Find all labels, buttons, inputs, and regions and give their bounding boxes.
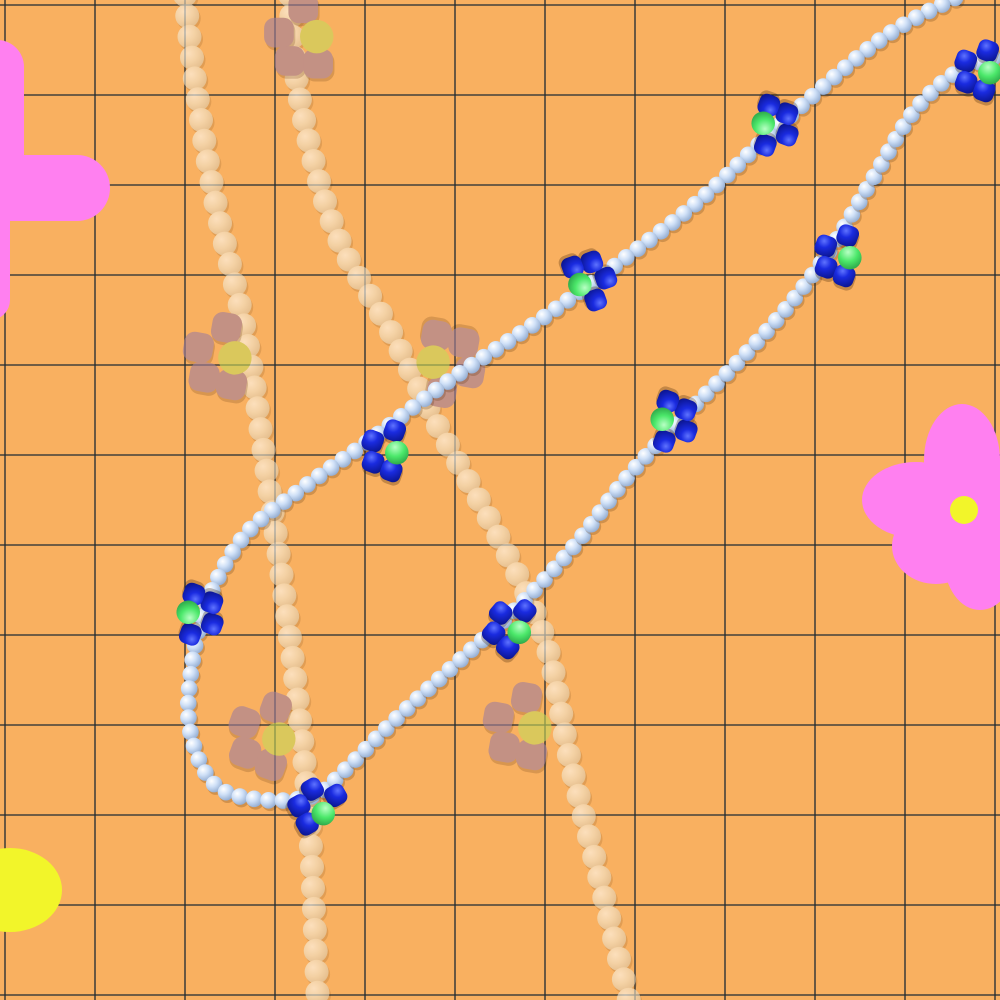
pearl-bead bbox=[204, 191, 228, 215]
pearl-bead bbox=[232, 788, 249, 805]
petal-bead bbox=[288, 0, 318, 23]
pearl-bead bbox=[213, 232, 237, 256]
pearl-bead bbox=[183, 66, 207, 90]
pearl-bead bbox=[270, 563, 294, 587]
pearl-bead bbox=[208, 211, 232, 235]
pearl-bead bbox=[184, 652, 201, 669]
pearl-bead bbox=[228, 293, 252, 317]
pearl-bead bbox=[602, 926, 626, 950]
pearl-bead bbox=[572, 804, 596, 828]
pearl-bead bbox=[587, 865, 611, 889]
pearl-bead bbox=[577, 825, 601, 849]
pearl-bead bbox=[182, 666, 199, 683]
flower-center-bead bbox=[300, 20, 333, 53]
flower-center-dot bbox=[950, 496, 978, 524]
pearl-bead bbox=[255, 459, 279, 483]
pearl-bead bbox=[196, 149, 220, 173]
pearl-bead bbox=[300, 855, 324, 879]
pearl-bead bbox=[218, 252, 242, 276]
pearl-bead bbox=[192, 129, 216, 153]
pearl-bead bbox=[278, 625, 302, 649]
pearl-bead bbox=[252, 438, 276, 462]
pearl-bead bbox=[302, 149, 326, 173]
petal-bead bbox=[264, 18, 294, 48]
pearl-bead bbox=[542, 660, 566, 684]
pearl-bead bbox=[607, 947, 631, 971]
pearl-bead bbox=[180, 46, 204, 70]
pearl-bead bbox=[592, 886, 616, 910]
pearl-bead bbox=[557, 743, 581, 767]
pearl-bead bbox=[283, 667, 307, 691]
pearl-bead bbox=[281, 646, 305, 670]
pearl-bead bbox=[612, 967, 636, 991]
pearl-bead bbox=[200, 170, 224, 194]
pearl-bead bbox=[272, 583, 296, 607]
pearl-bead bbox=[223, 272, 247, 296]
pearl-bead bbox=[288, 87, 312, 111]
pearl-bead bbox=[275, 604, 299, 628]
pearl-bead bbox=[582, 845, 606, 869]
pearl-bead bbox=[267, 542, 291, 566]
pearl-bead bbox=[293, 750, 317, 774]
pearl-bead bbox=[297, 129, 321, 153]
pearl-bead bbox=[246, 791, 263, 808]
pearl-bead bbox=[549, 702, 573, 726]
pearl-bead bbox=[304, 939, 328, 963]
pearl-bead bbox=[249, 417, 273, 441]
pearl-bead bbox=[180, 695, 197, 712]
pearl-bead bbox=[292, 108, 316, 132]
pearl-bead bbox=[301, 876, 325, 900]
pearl-bead bbox=[246, 396, 270, 420]
pearl-bead bbox=[182, 724, 199, 741]
pearl-bead bbox=[553, 722, 577, 746]
pearl-bead bbox=[189, 108, 213, 132]
petal-bead bbox=[275, 46, 305, 76]
pearl-bead bbox=[537, 640, 561, 664]
pearl-bead bbox=[567, 784, 591, 808]
pearl-bead bbox=[597, 906, 621, 930]
pearl-bead bbox=[302, 897, 326, 921]
pearl-bead bbox=[180, 709, 197, 726]
pearl-bead bbox=[305, 960, 329, 984]
pearl-bead bbox=[562, 763, 586, 787]
pearl-bead bbox=[546, 681, 570, 705]
pearl-bead bbox=[186, 87, 210, 111]
pearl-bead bbox=[175, 4, 199, 28]
pearl-bead bbox=[260, 792, 277, 809]
pearl-bead bbox=[303, 918, 327, 942]
pearl-bead bbox=[178, 25, 202, 49]
pearl-bead bbox=[181, 680, 198, 697]
